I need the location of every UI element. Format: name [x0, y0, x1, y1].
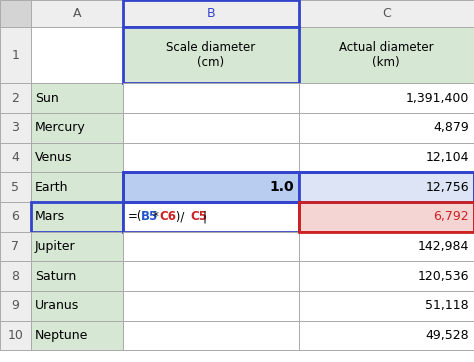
Text: 1,391,400: 1,391,400 — [406, 92, 469, 105]
Bar — [31, 27, 123, 83]
Text: B: B — [207, 7, 215, 20]
Bar — [123, 0, 299, 27]
Bar — [123, 113, 299, 143]
Text: |: | — [203, 210, 207, 223]
Bar — [31, 232, 123, 261]
Bar — [0, 232, 31, 261]
Bar — [123, 172, 474, 202]
Bar — [123, 172, 299, 202]
Text: 3: 3 — [11, 121, 19, 134]
Bar — [123, 143, 299, 172]
Bar — [123, 232, 299, 261]
Text: =(: =( — [128, 210, 143, 223]
Bar — [123, 261, 299, 291]
Bar — [123, 27, 299, 83]
Text: 7: 7 — [11, 240, 19, 253]
Bar — [299, 261, 474, 291]
Bar — [299, 321, 474, 350]
Text: 1.0: 1.0 — [269, 180, 293, 194]
Text: B5: B5 — [141, 210, 158, 223]
Bar — [31, 172, 123, 202]
Text: 49,528: 49,528 — [425, 329, 469, 342]
Bar — [0, 83, 31, 113]
Text: C: C — [382, 7, 391, 20]
Bar — [299, 27, 474, 83]
Bar — [31, 83, 123, 113]
Bar — [299, 202, 474, 232]
Text: 4,879: 4,879 — [433, 121, 469, 134]
Text: Mercury: Mercury — [35, 121, 86, 134]
Bar — [31, 321, 123, 350]
Bar — [123, 202, 299, 232]
Text: Mars: Mars — [35, 210, 65, 223]
Text: 4: 4 — [11, 151, 19, 164]
Bar — [31, 202, 123, 232]
Bar — [0, 261, 31, 291]
Bar — [31, 143, 123, 172]
Text: 6,792: 6,792 — [433, 210, 469, 223]
Text: 9: 9 — [11, 299, 19, 312]
Text: C5: C5 — [190, 210, 207, 223]
Bar — [31, 113, 123, 143]
Text: Venus: Venus — [35, 151, 73, 164]
Text: 10: 10 — [8, 329, 23, 342]
Bar — [31, 291, 123, 321]
Bar — [299, 202, 474, 232]
Bar — [299, 172, 474, 202]
Text: C6: C6 — [159, 210, 176, 223]
Bar — [299, 0, 474, 27]
Text: 8: 8 — [11, 270, 19, 283]
Text: 5: 5 — [11, 181, 19, 194]
Text: *: * — [153, 210, 159, 223]
Bar — [299, 143, 474, 172]
Text: 1: 1 — [11, 49, 19, 62]
Text: )/: )/ — [172, 210, 184, 223]
Bar — [31, 261, 123, 291]
Text: 12,756: 12,756 — [425, 181, 469, 194]
Text: Scale diameter
(cm): Scale diameter (cm) — [166, 41, 255, 69]
Text: Jupiter: Jupiter — [35, 240, 75, 253]
Bar — [0, 202, 31, 232]
Bar — [0, 113, 31, 143]
Text: 120,536: 120,536 — [418, 270, 469, 283]
Text: A: A — [73, 7, 81, 20]
Bar — [123, 291, 299, 321]
Bar — [299, 291, 474, 321]
Bar — [0, 172, 31, 202]
Bar — [299, 113, 474, 143]
Bar — [0, 321, 31, 350]
Text: Actual diameter
(km): Actual diameter (km) — [339, 41, 434, 69]
Bar — [31, 0, 123, 27]
Text: Uranus: Uranus — [35, 299, 79, 312]
Bar — [123, 321, 299, 350]
Bar — [123, 83, 299, 113]
Bar — [299, 232, 474, 261]
Text: 2: 2 — [11, 92, 19, 105]
Text: Sun: Sun — [35, 92, 59, 105]
Bar — [0, 291, 31, 321]
Text: 6: 6 — [11, 210, 19, 223]
Text: Neptune: Neptune — [35, 329, 88, 342]
Bar — [0, 27, 31, 83]
Text: Saturn: Saturn — [35, 270, 76, 283]
Bar — [0, 0, 31, 27]
Text: 12,104: 12,104 — [426, 151, 469, 164]
Bar — [299, 83, 474, 113]
Bar — [0, 143, 31, 172]
Text: 142,984: 142,984 — [418, 240, 469, 253]
Text: Earth: Earth — [35, 181, 68, 194]
Text: 51,118: 51,118 — [425, 299, 469, 312]
